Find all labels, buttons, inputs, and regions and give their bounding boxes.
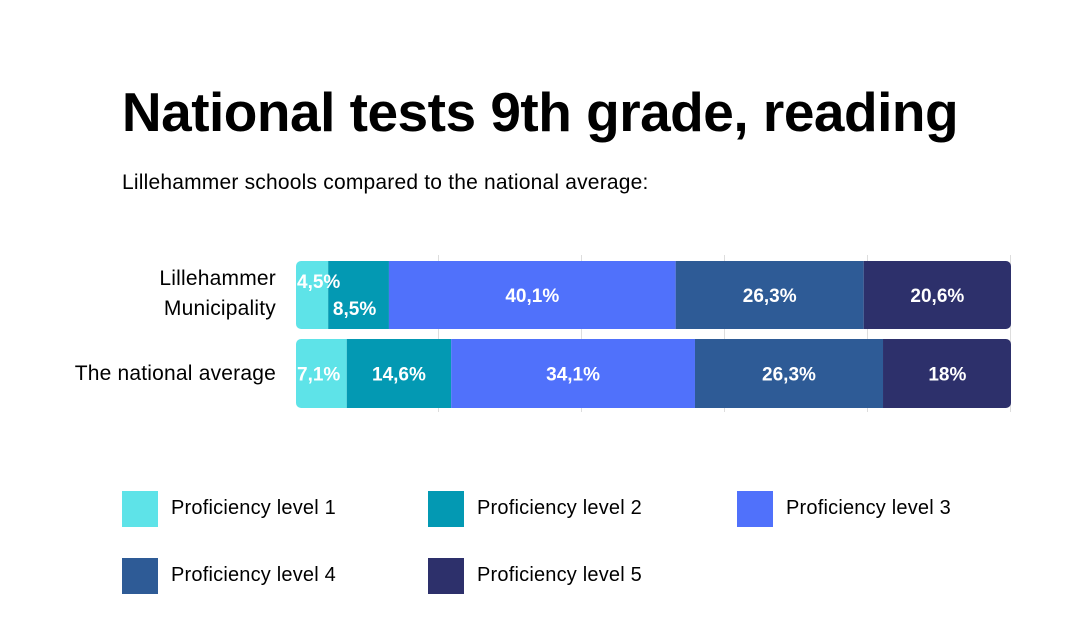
row-label-lillehammer: Lillehammer Municipality (159, 264, 276, 324)
bar-value-label: 26,3% (762, 365, 816, 386)
bar-value-label: 40,1% (505, 286, 559, 307)
legend-label: Proficiency level 1 (171, 497, 336, 519)
legend-label: Proficiency level 3 (786, 497, 951, 519)
chart-title: National tests 9th grade, reading (121, 81, 959, 143)
bar-row: 7,1% 14,6% 34,1% 26,3% 18% (296, 339, 1011, 408)
bar-row: 4,5% 8,5% 40,1% 26,3% 20,6% (296, 261, 1011, 329)
bar-value-label: 18% (928, 365, 966, 386)
bar-segment-level-1 (296, 339, 347, 408)
legend-swatch (737, 491, 773, 527)
row-label-line: Lillehammer (159, 267, 276, 290)
bar-value-label: 26,3% (743, 286, 797, 307)
row-label-national-average: The national average (75, 359, 276, 389)
bar-segment-level-4 (694, 339, 884, 408)
legend-label: Proficiency level 2 (477, 497, 642, 519)
chart-subtitle: Lillehammer schools compared to the nati… (122, 171, 649, 194)
bar-segment-level-5 (883, 339, 1011, 408)
row-label-line: Municipality (163, 297, 276, 320)
bar-segment-level-2 (346, 339, 452, 408)
legend-swatch (122, 558, 158, 594)
bar-value-label: 4,5% (297, 272, 340, 293)
bar-segment-level-4 (675, 261, 864, 329)
bar-value-label: 34,1% (546, 365, 600, 386)
bar-segment-level-1 (296, 261, 329, 329)
legend-swatch (428, 558, 464, 594)
stacked-bar-chart: 4,5% 8,5% 40,1% 26,3% 20,6% 7,1% 14,6% 34,1% 26,… (296, 255, 1011, 412)
legend-label: Proficiency level 5 (477, 564, 642, 586)
legend-swatch (428, 491, 464, 527)
bar-value-label: 14,6% (372, 365, 426, 386)
bar-value-label: 20,6% (910, 286, 964, 307)
bar-segment-level-3 (451, 339, 695, 408)
bar-segment-level-3 (388, 261, 676, 329)
row-label-line: The national average (74, 362, 276, 385)
bar-segment-level-2 (328, 261, 389, 329)
bar-value-label: 7,1% (297, 365, 340, 386)
legend-label: Proficiency level 4 (171, 564, 336, 586)
bar-segment-level-5 (863, 261, 1011, 329)
bar-value-label: 8,5% (333, 299, 376, 320)
legend-swatch (122, 491, 158, 527)
